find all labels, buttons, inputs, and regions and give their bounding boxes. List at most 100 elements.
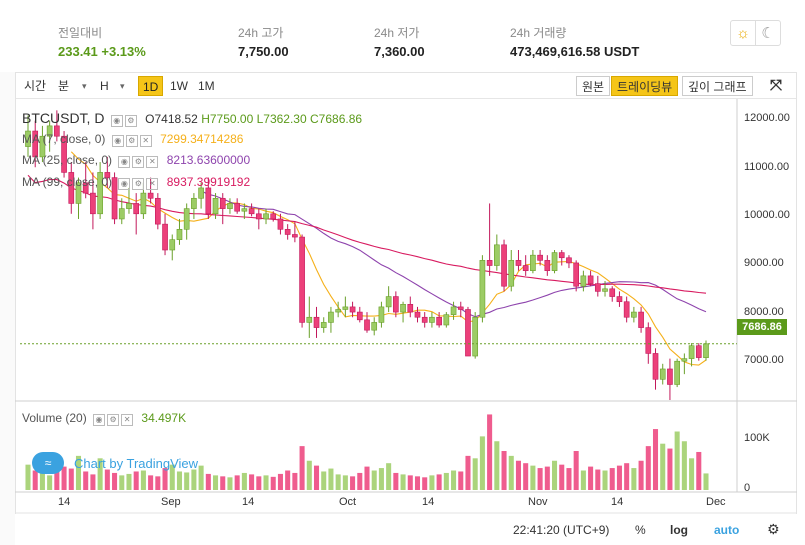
volume-bar <box>119 475 125 490</box>
eye-icon[interactable]: ◉ <box>111 134 124 147</box>
candle-body <box>371 322 378 331</box>
candle-body <box>169 239 176 251</box>
volume-bar <box>162 468 168 490</box>
tradingview-watermark[interactable]: ≈ Chart by TradingView <box>32 452 198 474</box>
ma7-line <box>70 151 707 366</box>
volume-bar <box>595 469 601 490</box>
volume-bar <box>191 469 197 490</box>
candle-body <box>111 177 118 220</box>
ma25-legend: MA (25, close, 0) ◉ ⚙ ✕ 8213.63600000 <box>22 153 250 168</box>
volume-tick: 0 <box>744 482 751 494</box>
ma7-legend: MA (7, close, 0) ◉ ⚙ ✕ 7299.34714286 <box>22 132 243 147</box>
stat-volume-value: 473,469,616.58 USDT <box>510 44 640 59</box>
volume-bar <box>184 472 190 490</box>
candle-body <box>25 130 31 147</box>
candle-body <box>486 260 493 266</box>
interval-1w-button[interactable]: 1W <box>170 79 188 93</box>
ma99-controls[interactable]: ◉ ⚙ ✕ <box>118 176 160 190</box>
candle-body <box>198 187 204 199</box>
volume-bar <box>90 474 96 490</box>
gear-icon[interactable]: ⚙ <box>124 114 137 127</box>
interval-minute-button[interactable]: 분 <box>58 79 70 93</box>
candle-body <box>695 345 702 358</box>
volume-bar <box>292 472 298 490</box>
eye-icon[interactable]: ◉ <box>110 114 123 127</box>
volume-bar <box>451 470 457 490</box>
volume-bar <box>169 464 175 490</box>
candle-body <box>544 260 551 271</box>
candle-body <box>68 172 75 204</box>
volume-bar <box>559 464 565 490</box>
gear-icon[interactable]: ⚙ <box>107 413 120 426</box>
candle-body <box>530 254 536 271</box>
ma25-controls[interactable]: ◉ ⚙ ✕ <box>118 154 160 168</box>
candle-body <box>227 203 233 209</box>
tradingview-logo-icon: ≈ <box>32 452 64 474</box>
candle-body <box>155 197 161 225</box>
symbol-legend: BTCUSDT, D ◉ ⚙ O7418.52 H7750.00 L7362.30… <box>22 110 362 127</box>
gear-icon[interactable]: ⚙ <box>125 134 138 147</box>
close-icon[interactable]: ✕ <box>146 155 159 168</box>
volume-bar <box>667 448 673 490</box>
volume-bar <box>342 475 348 490</box>
candle-body <box>82 182 89 194</box>
candle-body <box>284 229 291 235</box>
moon-icon[interactable]: ☾ <box>755 20 781 46</box>
low-value: L7362.30 <box>256 112 307 126</box>
view-depth-button[interactable]: 깊이 그래프 <box>682 76 753 96</box>
candle-body <box>97 172 103 215</box>
view-tradingview-button[interactable]: 트레이딩뷰 <box>611 76 679 96</box>
close-icon[interactable]: ✕ <box>146 177 159 190</box>
interval-1d-button[interactable]: 1D <box>138 76 164 96</box>
volume-bar <box>501 451 507 490</box>
view-basic-button[interactable]: 원본 <box>576 76 611 96</box>
volume-bar <box>602 470 608 490</box>
volume-bar <box>270 476 276 490</box>
time-tick: Dec <box>706 496 726 508</box>
gear-icon[interactable]: ⚙ <box>132 155 145 168</box>
volume-controls[interactable]: ◉ ⚙ ✕ <box>93 412 135 426</box>
candle-body <box>602 288 608 292</box>
interval-1m-button[interactable]: 1M <box>198 79 215 93</box>
price-tick: 9000.00 <box>744 257 784 269</box>
candle-body <box>573 262 579 287</box>
chevron-down-icon[interactable]: ▾ <box>120 81 125 91</box>
eye-icon[interactable]: ◉ <box>118 177 131 190</box>
auto-toggle[interactable]: auto <box>714 523 740 537</box>
candle-body <box>515 260 522 266</box>
gear-icon[interactable]: ⚙ <box>767 521 780 537</box>
percent-toggle[interactable]: % <box>635 523 646 537</box>
legend-controls[interactable]: ◉ ⚙ <box>110 113 139 127</box>
stat-change-value: 233.41 +3.13% <box>58 44 146 59</box>
volume-bar <box>75 455 82 490</box>
volume-bar <box>566 468 572 490</box>
volume-bar <box>378 468 384 490</box>
volume-bar <box>126 473 132 490</box>
candle-body <box>436 316 442 326</box>
volume-bar <box>25 464 31 490</box>
candle-body <box>652 353 659 380</box>
chevron-down-icon[interactable]: ▾ <box>82 81 87 91</box>
close-icon[interactable]: ✕ <box>121 413 134 426</box>
left-edge <box>0 72 15 545</box>
gear-icon[interactable]: ⚙ <box>132 177 145 190</box>
volume-bar <box>148 475 154 490</box>
volume-bar <box>530 465 536 490</box>
close-icon[interactable]: ✕ <box>139 134 152 147</box>
candle-body <box>580 275 587 287</box>
fullscreen-icon[interactable]: ⤧ <box>769 77 782 94</box>
eye-icon[interactable]: ◉ <box>118 155 131 168</box>
eye-icon[interactable]: ◉ <box>93 413 106 426</box>
volume-bar <box>350 476 356 490</box>
volume-bar <box>104 469 110 490</box>
sun-icon[interactable]: ☼ <box>730 20 756 46</box>
candle-body <box>681 358 688 362</box>
ma7-controls[interactable]: ◉ ⚙ ✕ <box>111 133 154 147</box>
candle-body <box>508 260 515 287</box>
candle-body <box>46 125 53 137</box>
candle-body <box>90 192 96 215</box>
candle-body <box>616 296 623 303</box>
interval-hour-button[interactable]: H <box>100 79 109 93</box>
log-toggle[interactable]: log <box>670 523 688 537</box>
